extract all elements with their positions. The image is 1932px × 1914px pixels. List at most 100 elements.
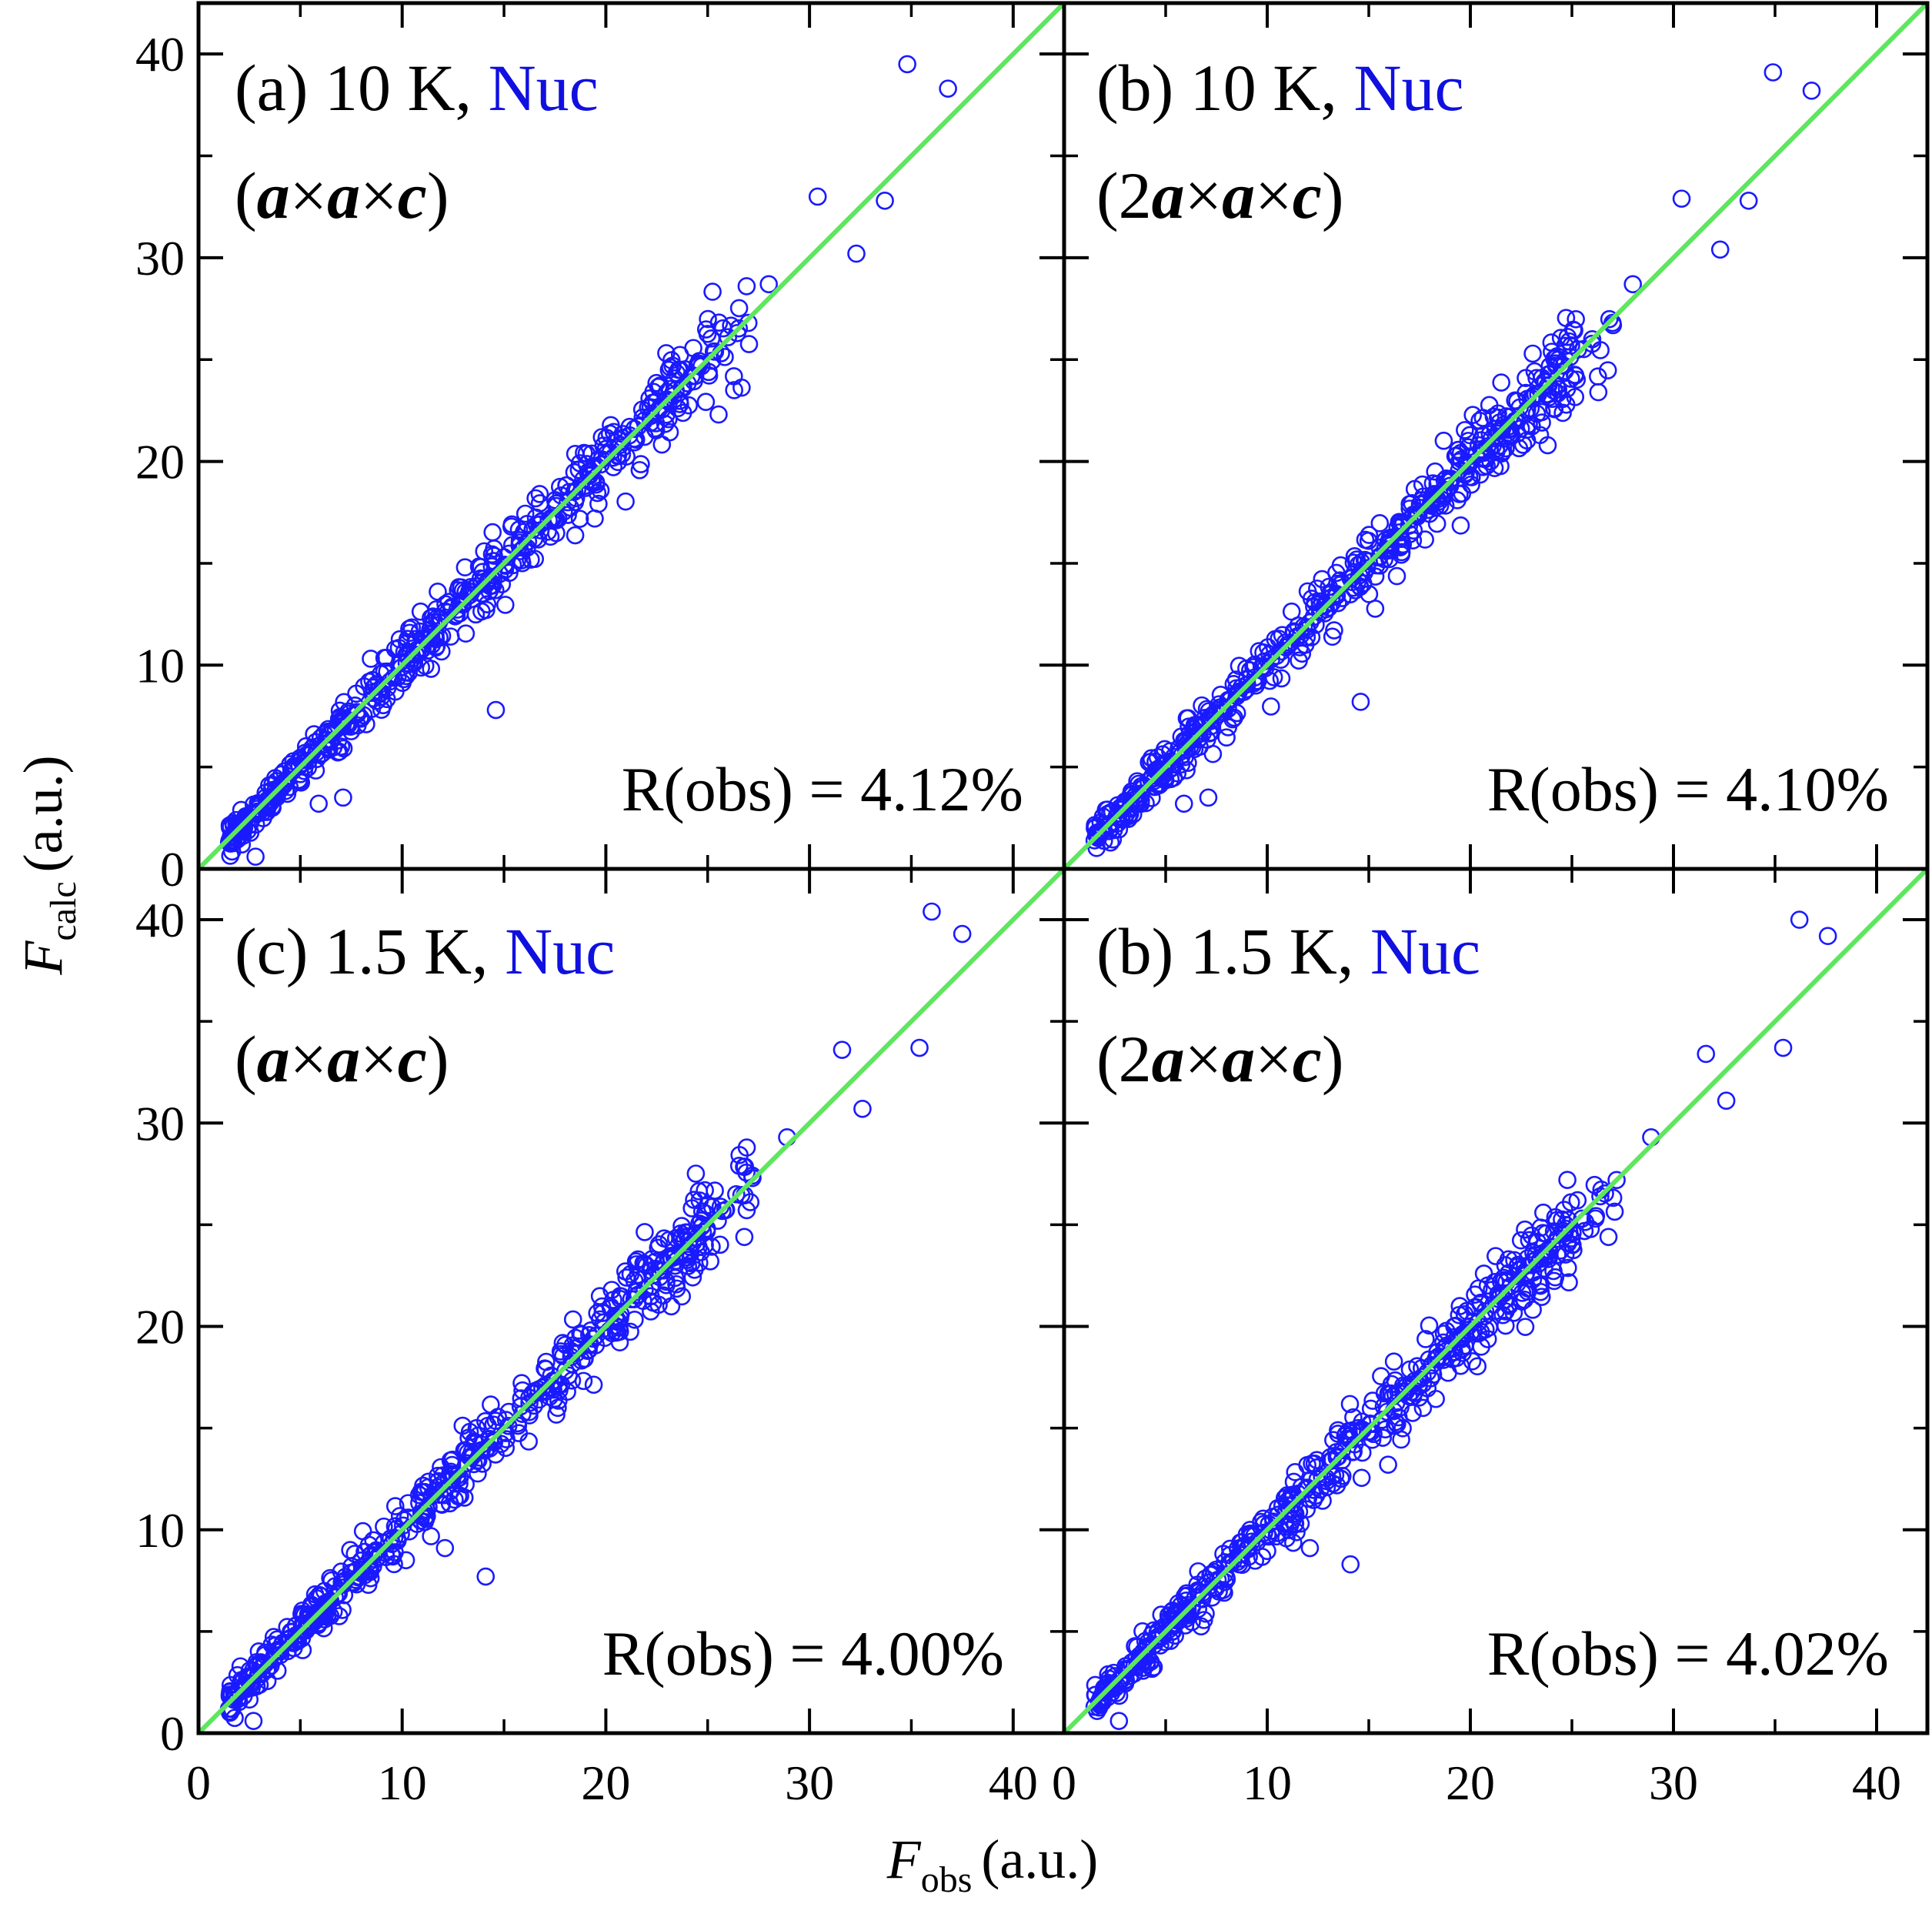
data-point xyxy=(1085,1697,1104,1716)
data-point xyxy=(462,583,481,601)
data-point xyxy=(448,1469,466,1488)
data-point xyxy=(656,414,675,433)
reference-line xyxy=(199,3,1064,869)
data-point xyxy=(1523,344,1542,363)
data-point xyxy=(713,1201,732,1221)
data-point xyxy=(1413,475,1432,494)
outlier-point xyxy=(1589,382,1608,402)
data-point xyxy=(1164,747,1183,767)
data-point xyxy=(1463,1352,1482,1371)
data-point xyxy=(305,1585,325,1604)
data-point xyxy=(445,606,465,626)
data-point xyxy=(422,1527,440,1545)
data-point xyxy=(551,1342,570,1361)
data-point xyxy=(1522,1226,1541,1245)
data-point xyxy=(1290,651,1308,670)
outlier-point xyxy=(1717,1091,1736,1111)
data-point xyxy=(1189,1562,1208,1581)
data-point xyxy=(1586,1209,1605,1228)
data-point xyxy=(1553,403,1572,423)
data-point xyxy=(1493,1305,1513,1324)
data-point xyxy=(1426,462,1445,481)
data-point xyxy=(649,1235,669,1254)
data-point xyxy=(543,509,562,528)
data-point xyxy=(242,1675,261,1694)
data-point xyxy=(1340,1395,1360,1414)
y-tick-label: 40 xyxy=(135,27,185,82)
data-point xyxy=(634,1291,652,1311)
data-point xyxy=(679,1257,698,1275)
data-point xyxy=(1532,403,1551,422)
data-point xyxy=(1144,1621,1163,1640)
y-tick-label: 40 xyxy=(135,893,185,947)
data-point xyxy=(1134,1642,1153,1661)
outlier-point xyxy=(808,187,827,206)
data-point xyxy=(1345,1435,1364,1454)
panel-b-10k-annotations: (b) 10 K, Nuc (2a×a×c) R(obs) = 4.10% xyxy=(1096,51,1889,824)
data-point xyxy=(225,1709,244,1728)
data-point xyxy=(1403,1387,1423,1406)
x-tick-label: 20 xyxy=(581,1755,630,1810)
data-point xyxy=(1101,1679,1120,1698)
data-point xyxy=(1258,1542,1276,1561)
data-point xyxy=(1380,534,1398,553)
data-point xyxy=(689,1182,709,1201)
data-point xyxy=(1558,327,1577,346)
data-point xyxy=(496,596,515,614)
data-point xyxy=(1227,683,1246,703)
y-tick-label: 10 xyxy=(135,638,185,693)
outlier-point xyxy=(876,191,894,210)
data-point xyxy=(566,526,585,545)
data-point xyxy=(479,572,497,591)
data-point xyxy=(1329,1447,1348,1466)
data-point xyxy=(1199,1577,1218,1596)
data-point xyxy=(1254,1509,1273,1528)
data-point xyxy=(1524,1252,1543,1271)
data-point xyxy=(1394,1382,1413,1401)
data-point xyxy=(562,1354,582,1374)
data-point xyxy=(492,1435,511,1453)
data-point xyxy=(472,602,491,621)
data-point xyxy=(729,299,749,318)
data-point xyxy=(1278,1486,1296,1505)
data-point xyxy=(482,545,502,564)
data-point xyxy=(670,346,689,365)
data-point xyxy=(362,650,380,668)
data-point xyxy=(1410,1370,1429,1389)
panel-b-10k-r-obs: R(obs) = 4.10% xyxy=(1487,754,1889,824)
data-point xyxy=(1441,469,1460,488)
data-point xyxy=(499,1402,519,1421)
data-point xyxy=(1456,421,1474,439)
data-point xyxy=(281,1628,300,1648)
data-point xyxy=(1134,1646,1153,1665)
panel-b-10k-label: (b) 10 K, Nuc xyxy=(1096,51,1464,125)
outlier-point xyxy=(1802,82,1821,100)
data-point xyxy=(1294,617,1313,636)
data-point xyxy=(1361,1415,1380,1434)
data-point xyxy=(550,1381,569,1400)
data-point xyxy=(465,1431,483,1451)
data-point xyxy=(1472,440,1490,459)
data-point xyxy=(301,1608,320,1627)
x-tick-label: 0 xyxy=(1052,1755,1076,1810)
data-point xyxy=(299,751,318,770)
data-point xyxy=(626,1252,646,1271)
data-point xyxy=(385,1543,404,1562)
data-point xyxy=(1420,1316,1439,1335)
data-point xyxy=(1569,340,1587,359)
data-point xyxy=(1567,370,1587,389)
data-point xyxy=(704,342,723,361)
data-point xyxy=(1508,392,1527,411)
outlier-point xyxy=(435,1538,455,1558)
outlier-point xyxy=(246,847,265,866)
data-point xyxy=(1440,476,1460,496)
data-point xyxy=(1116,794,1134,813)
data-point xyxy=(1511,1231,1530,1250)
data-point xyxy=(381,672,399,691)
data-point xyxy=(634,1254,653,1273)
data-point xyxy=(549,1398,567,1418)
x-tick-label: 40 xyxy=(1852,1755,1901,1810)
data-point xyxy=(701,1252,719,1271)
data-point xyxy=(1472,1338,1490,1356)
data-point xyxy=(1603,313,1622,332)
